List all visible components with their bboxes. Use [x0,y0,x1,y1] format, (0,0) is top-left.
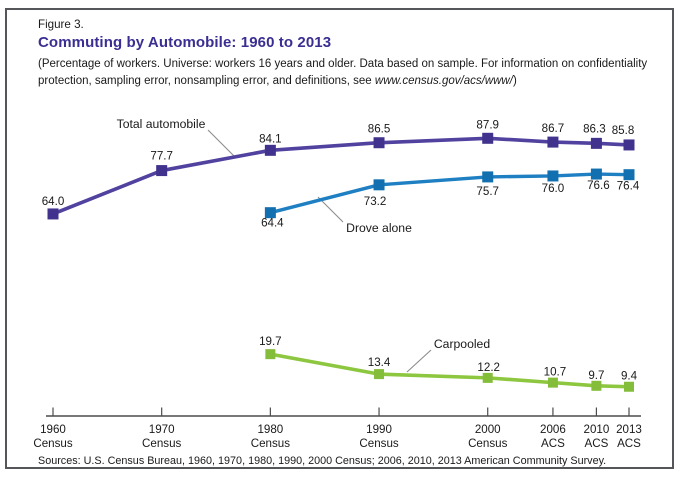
subtitle-line1: (Percentage of workers. Universe: worker… [38,58,648,70]
data-point-total-automobile-1980 [264,144,276,156]
x-tick-sublabel-1980: Census [251,437,291,450]
data-label-carpooled-1980: 19.7 [259,335,282,348]
figure-label: Figure 3. [38,18,84,31]
data-point-total-automobile-1960 [47,208,59,220]
data-label-carpooled-1990: 13.4 [368,356,391,369]
x-tick-label-1990: 1990 [366,423,392,436]
x-tick-label-1960: 1960 [40,423,66,436]
data-point-carpooled-1990 [374,369,385,380]
data-point-carpooled-2010 [591,380,602,391]
data-label-total-automobile-2000: 87.9 [476,118,499,131]
census-url-text: www.census.gov/acs/www/ [374,74,513,87]
data-point-drove-alone-2006 [547,170,559,182]
annotation-leader-carpooled [406,349,432,373]
data-label-drove-alone-1980: 64.4 [261,217,284,230]
series-line-total-automobile [51,136,631,216]
data-point-carpooled-2013 [624,381,635,392]
data-point-total-automobile-1990 [373,137,385,149]
x-tick-sublabel-2000: Census [468,437,508,450]
data-label-total-automobile-1990: 86.5 [368,123,391,136]
x-tick-label-2006: 2006 [540,423,566,436]
x-tick-sublabel-2010: ACS [584,437,608,450]
data-point-drove-alone-2013 [623,169,635,181]
figure-title: Commuting by Automobile: 1960 to 2013 [38,34,332,51]
data-label-carpooled-2000: 12.2 [477,361,500,374]
annotation-leader-total-automobile [207,129,235,157]
data-point-total-automobile-2000 [482,132,494,144]
data-label-drove-alone-2013: 76.4 [617,180,640,193]
data-label-total-automobile-2010: 86.3 [583,122,606,135]
x-tick-sublabel-1990: Census [359,437,399,450]
data-point-drove-alone-2010 [590,168,602,180]
data-point-total-automobile-2013 [623,139,635,151]
data-point-carpooled-1980 [265,349,276,360]
data-label-total-automobile-1980: 84.1 [259,132,282,145]
data-label-total-automobile-1960: 64.0 [42,195,65,208]
subtitle-close-paren: ) [512,74,517,87]
data-label-total-automobile-2013: 85.8 [612,124,635,137]
data-point-total-automobile-2010 [590,137,602,149]
figure-border [5,8,674,469]
x-tick-sublabel-2006: ACS [541,437,565,450]
data-label-drove-alone-1990: 73.2 [364,195,387,208]
data-label-carpooled-2010: 9.7 [588,369,604,382]
series-line-carpooled [268,352,631,389]
x-tick-label-2010: 2010 [584,423,610,436]
data-point-total-automobile-2006 [547,136,559,148]
data-label-drove-alone-2000: 75.7 [476,185,499,198]
x-tick-label-2000: 2000 [475,423,501,436]
data-point-carpooled-2000 [482,372,493,383]
subtitle-line2: protection, sampling error, nonsampling … [38,74,375,87]
data-point-total-automobile-1970 [156,165,168,177]
annotation-total-automobile: Total automobile [117,117,206,131]
figure-header: Figure 3. Commuting by Automobile: 1960 … [38,18,663,89]
data-point-drove-alone-1980 [264,207,276,219]
data-label-carpooled-2013: 9.4 [621,370,638,383]
x-tick-label-1970: 1970 [149,423,175,436]
data-label-drove-alone-2006: 76.0 [542,182,565,195]
series-line-drove-alone [268,172,631,215]
x-tick-label-1980: 1980 [257,423,283,436]
annotation-drove-alone: Drove alone [346,221,412,235]
annotation-carpooled: Carpooled [434,337,490,351]
x-tick-sublabel-1960: Census [33,437,73,450]
data-point-drove-alone-1990 [373,179,385,191]
data-label-drove-alone-2010: 76.6 [587,179,610,192]
sources-note: Sources: U.S. Census Bureau, 1960, 1970,… [38,455,607,467]
x-tick-sublabel-2013: ACS [617,437,641,450]
annotation-leader-drove-alone [317,196,344,223]
data-label-total-automobile-1970: 77.7 [150,150,173,163]
figure-subtitle: (Percentage of workers. Universe: worker… [38,56,663,89]
data-point-carpooled-2006 [547,377,558,388]
data-label-carpooled-2006: 10.7 [544,366,567,379]
x-tick-sublabel-1970: Census [142,437,182,450]
data-label-total-automobile-2006: 86.7 [542,122,565,135]
x-tick-label-2013: 2013 [616,423,642,436]
data-point-drove-alone-2000 [482,171,494,183]
